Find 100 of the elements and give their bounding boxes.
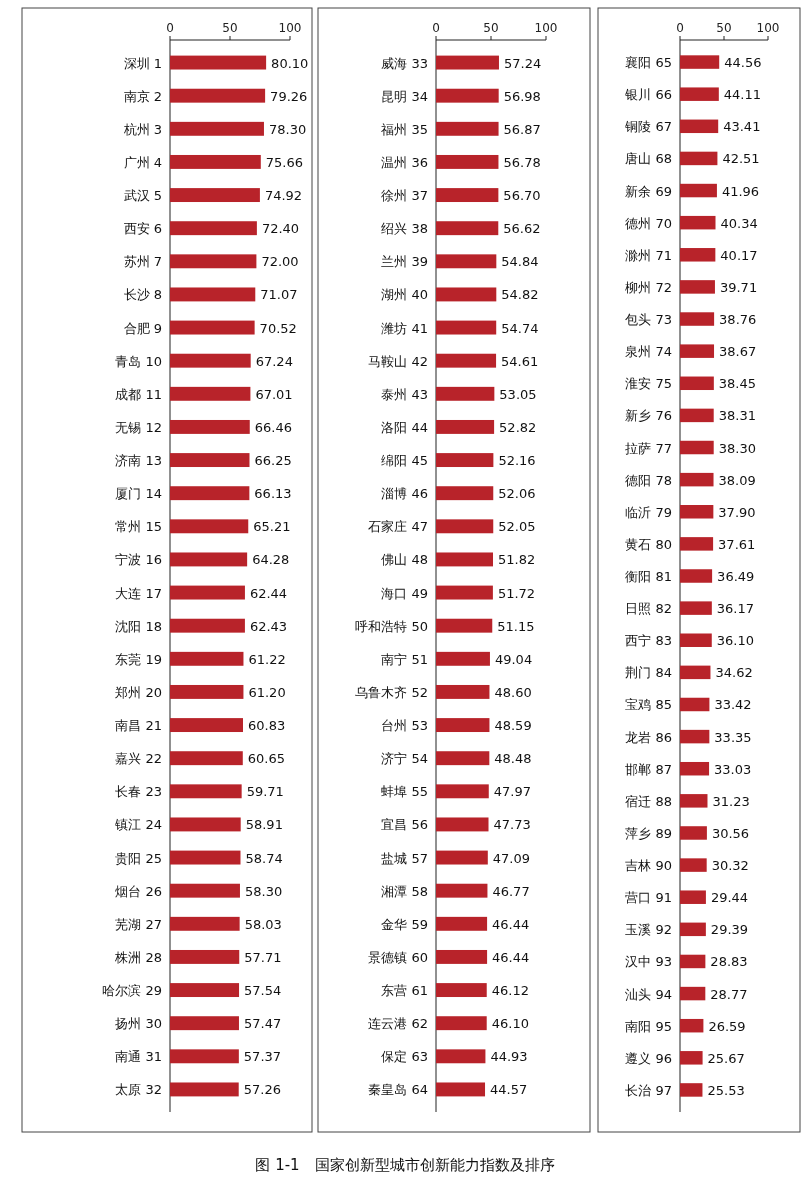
data-label: 57.26 (243, 1082, 281, 1098)
data-label: 47.09 (492, 850, 531, 866)
data-label: 33.35 (714, 729, 752, 745)
bar (436, 1082, 486, 1097)
data-label: 36.10 (716, 633, 754, 649)
bar (436, 916, 488, 931)
bar (170, 221, 257, 236)
y-tick-label: 济宁 54 (381, 751, 428, 767)
data-label: 44.56 (724, 55, 762, 71)
data-label: 80.10 (271, 55, 309, 71)
bar (436, 320, 497, 335)
data-label: 60.65 (247, 751, 285, 767)
y-tick-label: 威海 33 (381, 55, 428, 71)
data-label: 42.51 (722, 151, 760, 167)
bar (436, 883, 488, 898)
bar (170, 585, 245, 600)
y-tick-label: 长沙 8 (123, 287, 162, 303)
data-label: 52.16 (498, 453, 536, 469)
data-label: 33.03 (714, 761, 752, 777)
data-label: 44.11 (723, 87, 762, 103)
caption: 图 1-1 国家创新型城市创新能力指数及排序 (255, 1156, 555, 1174)
y-tick-label: 拉萨 77 (625, 440, 672, 456)
bar (680, 858, 707, 872)
bar (436, 784, 489, 799)
y-tick-label: 萍乡 89 (625, 825, 672, 841)
y-tick-label: 石家庄 47 (368, 519, 428, 535)
bar (170, 55, 267, 70)
bar (680, 1051, 703, 1065)
y-tick-label: 呼和浩特 50 (355, 618, 428, 634)
y-tick-label: 吉林 90 (625, 858, 672, 874)
data-label: 52.06 (498, 486, 536, 502)
data-label: 38.67 (719, 344, 757, 360)
data-label: 78.30 (268, 121, 307, 137)
bar (170, 651, 244, 666)
y-tick-label: 兰州 39 (381, 254, 428, 270)
bar (436, 221, 499, 236)
bar (170, 287, 256, 302)
bar (170, 88, 266, 103)
bar (680, 826, 707, 840)
y-tick-label: 厦门 14 (115, 486, 162, 502)
y-tick-label: 金华 59 (381, 916, 428, 932)
data-label: 57.54 (244, 983, 282, 999)
data-label: 47.73 (493, 817, 531, 833)
bar (170, 751, 243, 766)
y-tick-label: 昆明 34 (381, 88, 428, 104)
x-tick-label: 50 (483, 21, 499, 35)
data-label: 66.46 (254, 419, 292, 435)
bar (170, 353, 251, 368)
bar (680, 440, 714, 455)
data-label: 51.82 (498, 552, 536, 568)
data-label: 43.41 (723, 119, 761, 135)
bar (170, 949, 240, 964)
bar (170, 817, 241, 832)
x-tick-label: 0 (166, 21, 174, 35)
data-label: 37.90 (718, 504, 756, 520)
bar (436, 88, 499, 103)
bar (170, 486, 250, 501)
y-tick-label: 德阳 78 (625, 472, 672, 488)
data-label: 71.07 (260, 287, 298, 303)
bar (680, 601, 712, 615)
bar (170, 519, 249, 534)
bar (680, 922, 706, 937)
x-tick-label: 50 (222, 21, 238, 35)
data-label: 58.30 (244, 883, 283, 899)
bar (170, 983, 240, 998)
y-tick-label: 宜昌 56 (381, 817, 428, 833)
y-tick-label: 南阳 95 (625, 1018, 672, 1034)
data-label: 46.44 (492, 949, 530, 965)
data-label: 37.61 (718, 536, 756, 552)
y-tick-label: 南京 2 (123, 88, 162, 104)
bar (436, 850, 488, 865)
bar (680, 280, 715, 294)
y-tick-label: 宿迁 88 (625, 793, 672, 809)
data-label: 67.01 (255, 386, 293, 402)
bar (436, 651, 490, 666)
bar (680, 1018, 704, 1033)
x-tick-label: 100 (756, 21, 780, 35)
x-tick-label: 100 (534, 21, 558, 35)
y-tick-label: 温州 36 (381, 154, 428, 170)
bar (680, 890, 706, 904)
y-tick-label: 宁波 16 (115, 552, 162, 568)
y-tick-label: 邯郸 87 (625, 761, 672, 777)
data-label: 56.87 (503, 121, 541, 137)
bar (680, 376, 714, 391)
bar (170, 121, 264, 136)
bar (436, 552, 493, 567)
y-tick-label: 铜陵 67 (624, 119, 672, 135)
y-tick-label: 湘潭 58 (381, 883, 428, 899)
y-tick-label: 汉中 93 (625, 954, 672, 970)
y-tick-label: 苏州 7 (123, 254, 162, 270)
data-label: 57.47 (243, 1016, 282, 1032)
bar (680, 472, 714, 487)
data-label: 48.60 (494, 684, 532, 700)
y-tick-label: 贵阳 25 (115, 850, 162, 866)
data-label: 75.66 (265, 154, 304, 170)
y-tick-label: 武汉 5 (123, 188, 162, 204)
y-tick-label: 保定 63 (381, 1049, 428, 1065)
data-label: 26.59 (708, 1018, 746, 1034)
data-label: 61.20 (248, 684, 286, 700)
y-tick-label: 芜湖 27 (115, 916, 162, 932)
